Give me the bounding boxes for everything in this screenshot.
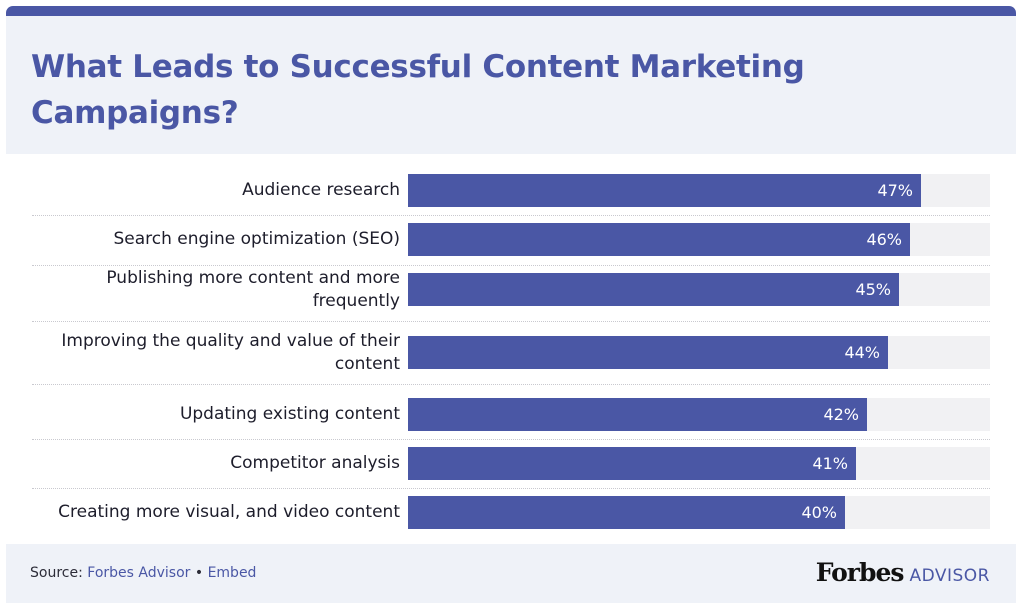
- bar-chart: Audience research 47% Search engine optimi…: [6, 158, 1016, 538]
- category-label: Creating more visual, and video content: [58, 502, 400, 522]
- footer-panel: Source: Forbes Advisor • Embed Forbes ADV…: [6, 544, 1016, 603]
- bar-track: 40%: [408, 496, 990, 529]
- category-label: Search engine optimization (SEO): [113, 229, 400, 249]
- chart-title: What Leads to Successful Content Marketi…: [31, 49, 805, 131]
- bar-track: 44%: [408, 336, 990, 369]
- forbes-advisor-logo: Forbes ADVISOR: [816, 558, 990, 588]
- row-divider: [32, 384, 990, 385]
- category-label: Updating existing content: [179, 404, 400, 424]
- row-divider: [32, 321, 990, 322]
- bar-track: 42%: [408, 398, 990, 431]
- row-divider: [32, 215, 990, 216]
- bar: 47%: [408, 174, 921, 207]
- bar-value-label: 40%: [801, 503, 837, 522]
- category-label: Publishing more content and more frequen…: [106, 268, 400, 311]
- bar-track: 45%: [408, 273, 990, 306]
- source-line: Source: Forbes Advisor • Embed: [30, 564, 256, 582]
- header-panel: What Leads to Successful Content Marketi…: [6, 16, 1016, 154]
- embed-link[interactable]: Embed: [207, 565, 257, 581]
- bar-value-label: 46%: [866, 230, 902, 249]
- bar-track: 46%: [408, 223, 990, 256]
- brand-name: Forbes: [815, 558, 905, 587]
- bar-value-label: 42%: [823, 405, 859, 424]
- bar-value-label: 44%: [844, 343, 880, 362]
- category-label: Improving the quality and value of their…: [61, 331, 400, 374]
- bar: 46%: [408, 223, 910, 256]
- bar: 42%: [408, 398, 867, 431]
- source-link[interactable]: Forbes Advisor: [87, 565, 191, 581]
- brand-suffix: ADVISOR: [909, 566, 990, 586]
- source-prefix: Source:: [30, 565, 88, 581]
- bar: 40%: [408, 496, 845, 529]
- bar: 41%: [408, 447, 856, 480]
- category-label: Audience research: [242, 180, 400, 200]
- category-label: Competitor analysis: [230, 453, 400, 473]
- source-separator: •: [190, 565, 208, 581]
- bar-value-label: 41%: [812, 454, 848, 473]
- row-divider: [32, 439, 990, 440]
- bar-track: 47%: [408, 174, 990, 207]
- bar-track: 41%: [408, 447, 990, 480]
- bar-value-label: 47%: [877, 181, 913, 200]
- bar-value-label: 45%: [855, 280, 891, 299]
- row-divider: [32, 488, 990, 489]
- row-divider: [32, 265, 990, 266]
- infographic-card: What Leads to Successful Content Marketi…: [6, 6, 1016, 603]
- bar: 45%: [408, 273, 899, 306]
- bar: 44%: [408, 336, 888, 369]
